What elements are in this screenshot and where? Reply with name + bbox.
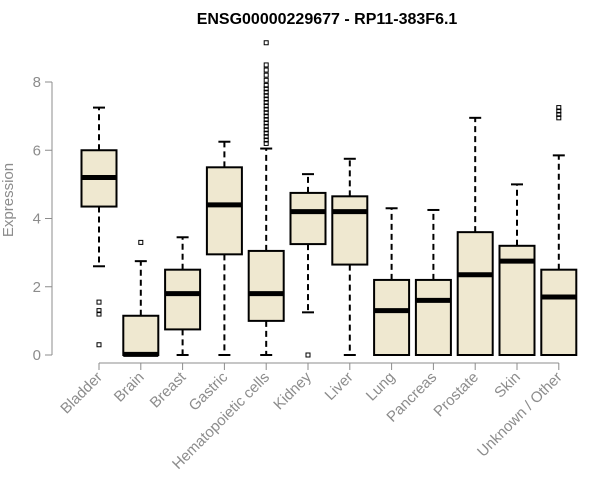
outlier-4-8	[263, 93, 269, 99]
box-group-9	[456, 116, 494, 356]
outlier-4-15	[263, 117, 269, 123]
outlier-1-0	[138, 239, 144, 245]
box-4	[247, 249, 285, 322]
box-group-6	[331, 157, 369, 356]
outlier-11-1	[556, 108, 562, 114]
y-tick-label-1: 2	[33, 279, 41, 296]
box-8	[414, 278, 452, 356]
outlier-4-18	[263, 127, 269, 133]
outlier-4-21	[263, 137, 269, 143]
x-tick-label-10: Skin	[491, 369, 524, 402]
box-group-3	[205, 140, 243, 356]
outlier-0-2	[96, 311, 102, 317]
outlier-4-4	[263, 77, 269, 83]
outlier-0-0	[96, 299, 102, 305]
box-10	[498, 244, 536, 356]
outlier-4-22	[263, 140, 269, 146]
box-group-7	[373, 207, 411, 356]
outlier-11-3	[556, 115, 562, 121]
outlier-4-10	[263, 99, 269, 105]
box-6	[331, 195, 369, 266]
x-tick-label-0: Bladder	[57, 369, 106, 418]
x-tick-label-2: Breast	[147, 368, 190, 411]
box-group-4	[247, 40, 285, 356]
outlier-0-3	[96, 342, 102, 348]
outlier-4-2	[263, 67, 269, 73]
box-11	[540, 268, 578, 356]
y-axis-label: Expression	[0, 163, 17, 237]
x-tick-label-6: Liver	[322, 369, 357, 404]
box-9	[456, 231, 494, 356]
outlier-4-13	[263, 110, 269, 116]
outlier-4-9	[263, 96, 269, 102]
outlier-4-5	[263, 82, 269, 88]
box-group-0	[80, 106, 118, 348]
outlier-4-14	[263, 113, 269, 119]
box-7	[373, 278, 411, 356]
box-1	[122, 314, 160, 357]
y-tick-label-0: 0	[33, 347, 41, 364]
outlier-11-0	[556, 105, 562, 111]
box-3	[205, 166, 243, 256]
outlier-4-0	[263, 40, 269, 46]
box-2	[164, 268, 202, 331]
y-tick-label-3: 6	[33, 142, 41, 159]
y-axis: 0 2 4 6 8	[33, 74, 53, 364]
box-group-10	[498, 183, 536, 356]
x-tick-label-5: Kidney	[270, 368, 315, 413]
outlier-4-19	[263, 130, 269, 136]
outlier-4-11	[263, 103, 269, 109]
outlier-4-7	[263, 89, 269, 95]
outlier-4-16	[263, 120, 269, 126]
box-group-1	[122, 239, 160, 357]
outlier-4-20	[263, 134, 269, 140]
box-group-5	[289, 173, 327, 358]
y-tick-label-4: 8	[33, 74, 41, 91]
outlier-4-3	[263, 72, 269, 78]
box-5	[289, 191, 327, 246]
outlier-11-2	[556, 111, 562, 117]
outlier-0-1	[96, 308, 102, 314]
outlier-4-6	[263, 86, 269, 92]
box-group-8	[414, 208, 452, 356]
box-group-11	[540, 105, 578, 356]
chart-title: ENSG00000229677 - RP11-383F6.1	[197, 11, 458, 28]
outlier-4-1	[263, 62, 269, 68]
outlier-4-12	[263, 106, 269, 112]
x-tick-label-1: Brain	[111, 369, 148, 406]
box-group-2	[164, 236, 202, 356]
outlier-4-17	[263, 123, 269, 129]
x-tick-label-9: Prostate	[430, 369, 482, 421]
x-tick-label-7: Lung	[363, 369, 399, 405]
y-tick-label-2: 4	[33, 211, 41, 228]
plot-area	[80, 40, 578, 358]
outlier-5-0	[305, 352, 311, 358]
